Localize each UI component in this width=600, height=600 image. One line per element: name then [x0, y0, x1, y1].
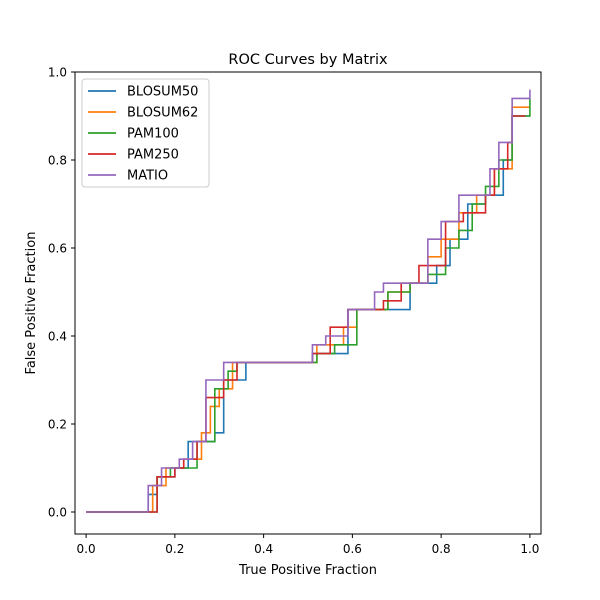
x-tick-label: 0.0 — [77, 542, 96, 556]
legend-label: BLOSUM50 — [127, 85, 198, 100]
chart-title: ROC Curves by Matrix — [228, 52, 388, 68]
legend-label: PAM250 — [127, 148, 179, 163]
series-group — [86, 89, 531, 513]
legend-item-blosum50: BLOSUM50 — [88, 85, 198, 100]
plot-frame — [74, 71, 542, 535]
legend-item-matio: MATIO — [88, 169, 168, 184]
y-tick-label: 0.6 — [48, 242, 67, 256]
y-tick-label: 1.0 — [48, 66, 67, 80]
x-tick-label: 0.4 — [254, 542, 273, 556]
x-tick-label: 0.8 — [432, 542, 451, 556]
legend-item-pam250: PAM250 — [88, 148, 179, 163]
y-tick-label: 0.4 — [48, 330, 67, 344]
legend: BLOSUM50 BLOSUM62 PAM100 PAM250 MATIO — [81, 78, 210, 188]
x-tick-label: 0.2 — [165, 542, 184, 556]
legend-label: BLOSUM62 — [127, 106, 198, 121]
legend-label: MATIO — [127, 169, 168, 184]
series-line-matio — [86, 89, 531, 513]
x-axis-label: True Positive Fraction — [238, 563, 377, 578]
legend-item-blosum62: BLOSUM62 — [88, 106, 198, 121]
legend-label: PAM100 — [127, 127, 179, 142]
y-axis: 0.0 0.2 0.4 0.6 0.8 1.0 — [48, 66, 75, 520]
y-axis-label: False Positive Fraction — [24, 232, 39, 375]
y-tick-label: 0.0 — [48, 506, 67, 520]
plot-area — [74, 71, 542, 535]
y-tick-label: 0.2 — [48, 418, 67, 432]
legend-box — [81, 78, 210, 188]
x-axis: 0.0 0.2 0.4 0.6 0.8 1.0 — [77, 534, 539, 556]
x-tick-label: 1.0 — [520, 542, 539, 556]
legend-item-pam100: PAM100 — [88, 127, 179, 142]
x-tick-label: 0.6 — [343, 542, 362, 556]
y-tick-label: 0.8 — [48, 154, 67, 168]
